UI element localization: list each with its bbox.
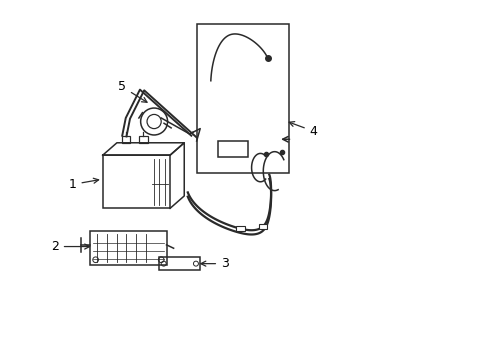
Text: 5: 5: [118, 80, 147, 102]
Bar: [121, 136, 130, 143]
Bar: [102, 155, 170, 208]
Bar: [258, 224, 266, 229]
Bar: [159, 257, 200, 270]
Text: 1: 1: [68, 178, 99, 191]
Bar: [196, 24, 288, 173]
Text: 3: 3: [201, 257, 228, 270]
Bar: [139, 136, 147, 143]
Bar: [218, 141, 247, 157]
Text: 2: 2: [51, 240, 89, 253]
Text: 4: 4: [288, 122, 317, 138]
Bar: [236, 226, 244, 231]
Bar: [90, 231, 166, 265]
